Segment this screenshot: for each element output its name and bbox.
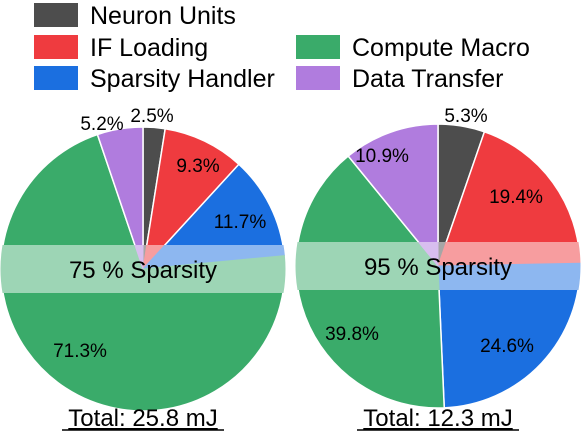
legend-swatch-data [296,66,340,90]
sparsity-band [295,242,581,290]
pie-label-sparsity: 11.7% [214,212,267,233]
legend-swatch-compute [296,35,340,59]
band-slice-if [437,242,581,267]
total-label: Total: 25.8 mJ [68,405,217,432]
band-slice-data [417,242,439,268]
pie-label-compute: 39.8% [325,324,379,345]
legend-item-neuron: Neuron Units [34,2,236,30]
legend-label-sparsity: Sparsity Handler [90,65,275,93]
pie-chart-1: 75 % Sparsity 2.5% 9.3% 11.7% 71.3% 5.2% Total… [0,106,286,432]
legend-item-if: IF Loading [34,34,208,62]
pie-slice-if [141,127,240,272]
legend-item-data: Data Transfer [296,65,503,93]
pie-label-sparsity: 24.6% [480,336,534,357]
sparsity-label: 75 % Sparsity [69,257,217,284]
legend-item-sparsity: Sparsity Handler [34,65,275,93]
legend-label-data: Data Transfer [352,65,503,93]
legend-item-compute: Compute Macro [296,34,530,62]
total-label: Total: 12.3 mJ [363,405,512,432]
legend-swatch-if [34,35,78,59]
band-slice-compute [295,242,440,290]
band-slice-data [134,245,144,270]
pie-label-data: 10.9% [355,146,409,167]
pie-charts: 75 % Sparsity 2.5% 9.3% 11.7% 71.3% 5.2% Total… [0,106,581,432]
legend-label-if: IF Loading [90,34,208,62]
pie-label-compute: 71.3% [53,341,107,362]
pie-slice-data [347,123,439,269]
sparsity-label: 95 % Sparsity [364,254,512,281]
legend-label-neuron: Neuron Units [90,2,236,30]
pie-label-if: 9.3% [176,156,219,177]
pie-slice-data [96,126,144,270]
legend-swatch-sparsity [34,66,78,90]
legend: Neuron Units IF Loading Sparsity Handler Co… [34,2,530,93]
pie-chart-2: 95 % Sparsity 5.3% 19.4% 24.6% 39.8% 10.9% Tot… [295,106,581,432]
band-slice-sparsity [141,245,285,270]
pie-label-if: 19.4% [489,187,543,208]
legend-swatch-neuron [34,3,78,27]
sparsity-band [0,245,286,293]
legend-label-compute: Compute Macro [352,34,530,62]
pie-label-neuron: 2.5% [130,106,173,127]
band-slice-sparsity [437,262,581,290]
pie-label-data: 5.2% [80,114,123,135]
pie-label-neuron: 5.3% [444,106,487,127]
